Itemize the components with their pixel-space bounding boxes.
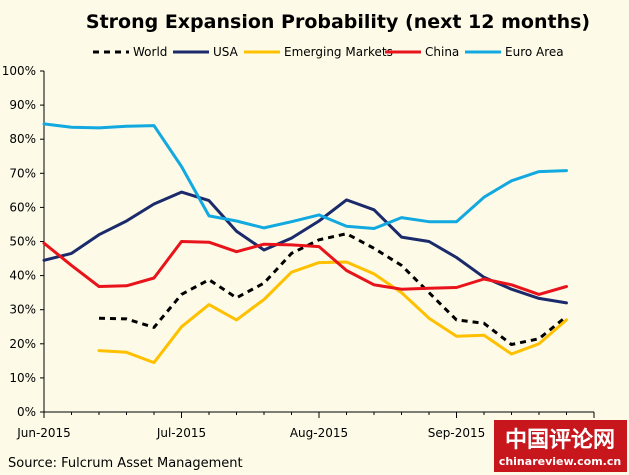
legend-label: Emerging Markets xyxy=(284,45,393,59)
series-line-china xyxy=(42,240,568,296)
watermark-chinese: 中国评论网 xyxy=(505,427,615,453)
legend-label: China xyxy=(425,45,459,59)
series-line-euro-area xyxy=(42,122,568,230)
x-tick-label: Jul-2015 xyxy=(156,426,206,440)
legend-label: Euro Area xyxy=(505,45,564,59)
series-line-world xyxy=(98,232,568,346)
y-tick-label: 20% xyxy=(9,337,36,351)
watermark: 中国评论网 chinareview.com.cn xyxy=(494,420,627,472)
watermark-bg xyxy=(494,420,627,472)
y-tick-label: 40% xyxy=(9,269,36,283)
y-tick-label: 80% xyxy=(9,132,36,146)
x-tick-label: Aug-2015 xyxy=(290,426,348,440)
chart-title: Strong Expansion Probability (next 12 mo… xyxy=(86,11,590,33)
x-tick-label: Jun-2015 xyxy=(16,426,71,440)
x-tick-label: Sep-2015 xyxy=(428,426,486,440)
legend-label: USA xyxy=(213,45,239,59)
y-tick-label: 90% xyxy=(9,98,36,112)
y-tick-label: 30% xyxy=(9,303,36,317)
legend: World USA Emerging Markets China Euro Area xyxy=(93,45,564,59)
y-tick-label: 10% xyxy=(9,371,36,385)
y-tick-label: 0% xyxy=(17,405,36,419)
y-tick-label: 50% xyxy=(9,235,36,249)
series-line-usa xyxy=(42,190,568,305)
y-tick-label: 60% xyxy=(9,200,36,214)
legend-label: World xyxy=(133,45,167,59)
y-tick-label: 70% xyxy=(9,166,36,180)
series-layer xyxy=(42,122,568,365)
watermark-url: chinareview.com.cn xyxy=(499,455,621,468)
source-note: Source: Fulcrum Asset Management xyxy=(8,456,243,471)
y-axis: 0% 10% 20% 30% 40% 50% 60% 70% 80% 90% 100% xyxy=(2,64,45,419)
y-tick-label: 100% xyxy=(2,64,36,78)
series-line-emerging-markets xyxy=(97,260,568,365)
